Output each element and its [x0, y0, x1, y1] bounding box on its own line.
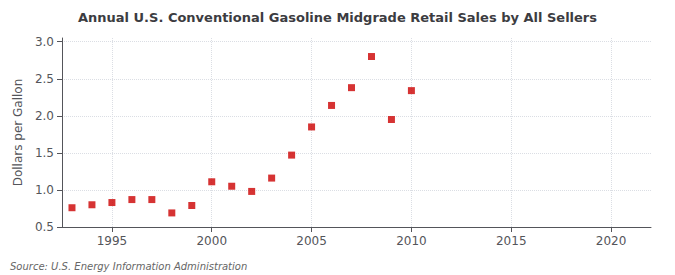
svg-text:2000: 2000: [196, 234, 227, 248]
svg-text:1.0: 1.0: [35, 183, 54, 197]
svg-text:2.5: 2.5: [35, 72, 54, 86]
svg-text:Annual U.S. Conventional Gasol: Annual U.S. Conventional Gasoline Midgra…: [78, 10, 597, 25]
svg-text:1995: 1995: [97, 234, 128, 248]
svg-text:0.5: 0.5: [35, 220, 54, 234]
svg-text:Dollars per Gallon: Dollars per Gallon: [11, 79, 25, 187]
svg-text:2020: 2020: [596, 234, 627, 248]
svg-text:1.5: 1.5: [35, 146, 54, 160]
svg-text:Source: U.S. Energy Informatio: Source: U.S. Energy Information Administ…: [10, 261, 247, 272]
svg-text:2005: 2005: [296, 234, 327, 248]
svg-text:2015: 2015: [496, 234, 527, 248]
svg-text:2010: 2010: [396, 234, 427, 248]
svg-text:2.0: 2.0: [35, 109, 54, 123]
svg-text:3.0: 3.0: [35, 35, 54, 49]
